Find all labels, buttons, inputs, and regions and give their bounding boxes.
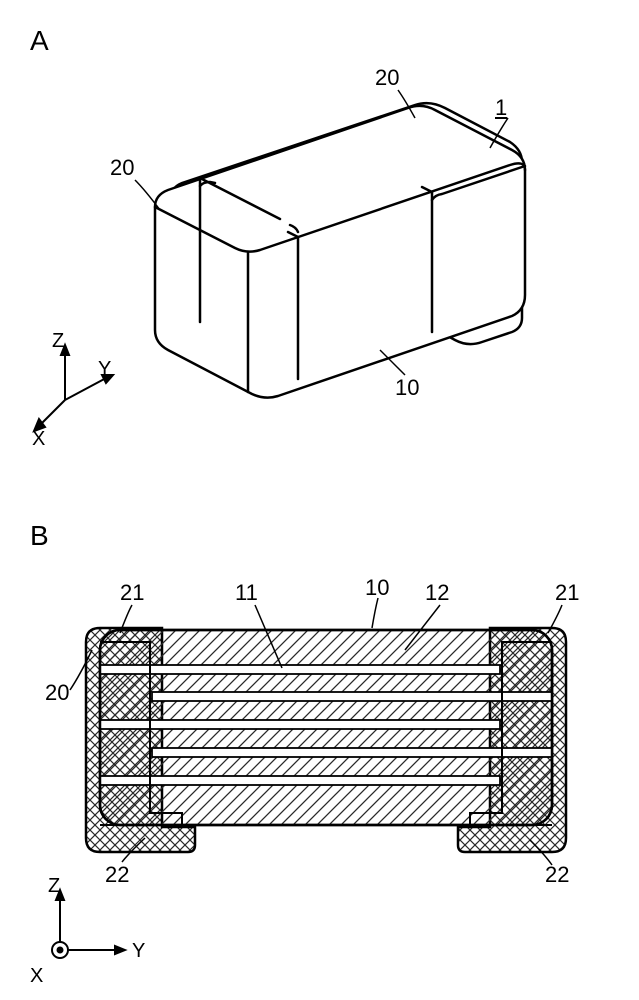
ref-11: 11 [235, 580, 258, 606]
ref-20-top: 20 [375, 65, 399, 91]
ref-22-right: 22 [545, 862, 569, 888]
ref-21-left: 21 [120, 580, 144, 606]
ref-21-right: 21 [555, 580, 579, 606]
axis-z-a: Z [52, 330, 64, 353]
axis-y-a: Y [98, 358, 111, 381]
axis-x-a: X [32, 428, 45, 451]
axis-x-b: X [30, 965, 43, 988]
ref-20-left: 20 [110, 155, 134, 181]
axis-z-b: Z [48, 875, 60, 898]
ref-20-b: 20 [45, 680, 69, 706]
ref-10: 10 [395, 375, 419, 401]
figure-b-svg [0, 530, 639, 930]
axis-y-b: Y [132, 940, 145, 963]
ref-1: 1 [495, 95, 507, 121]
ref-12: 12 [425, 580, 449, 606]
ref-10-b: 10 [365, 575, 389, 601]
